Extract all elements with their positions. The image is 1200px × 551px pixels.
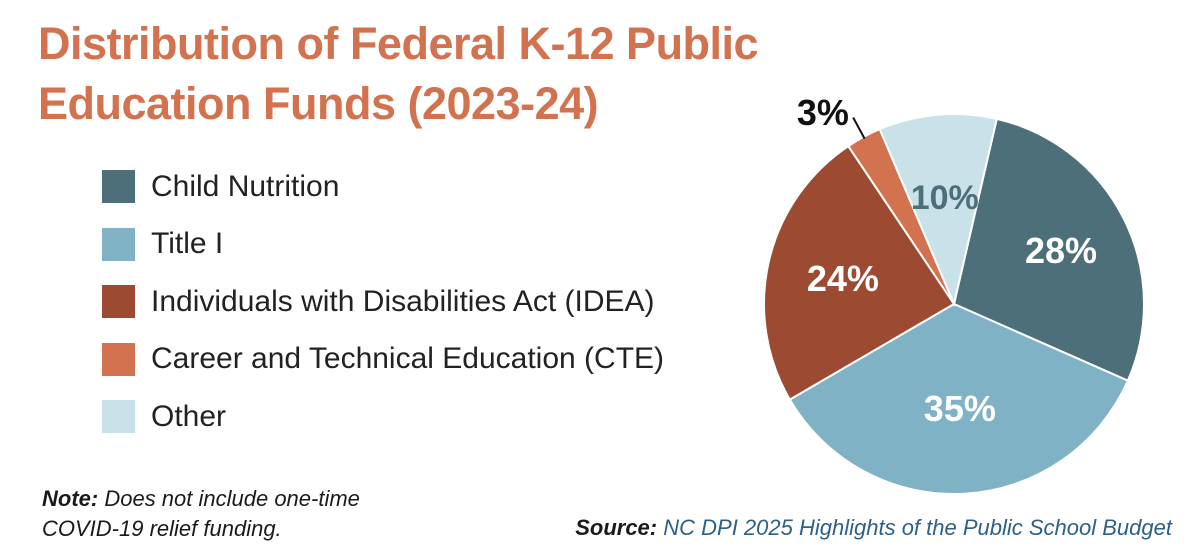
note-text: Does not include one-time COVID-19 relie… — [42, 486, 360, 541]
slice-label-idea: 24% — [807, 258, 879, 299]
note-label: Note: — [42, 486, 99, 511]
pie-chart: 28% 35% 24% 3% 10% — [763, 92, 1145, 495]
slice-label-title-i: 35% — [924, 388, 996, 429]
slice-label-cte: 3% — [797, 92, 849, 133]
legend-swatch-child-nutrition — [102, 170, 135, 204]
legend-label-cte: Career and Technical Education (CTE) — [151, 342, 665, 376]
slice-label-child-nutrition: 28% — [1025, 230, 1097, 271]
source-text: NC DPI 2025 Highlights of the Public Sch… — [663, 515, 1172, 540]
leader-line-cte — [852, 117, 866, 140]
pie-slice-other — [878, 113, 998, 308]
note: Note: Does not include one-time COVID-19… — [42, 484, 382, 544]
legend-swatch-title-i — [102, 227, 135, 261]
legend-label-other: Other — [151, 399, 227, 433]
legend-item-cte: Career and Technical Education (CTE) — [102, 331, 664, 389]
legend-swatch-cte — [102, 342, 135, 376]
legend-swatch-other — [102, 400, 135, 434]
chart-title: Distribution of Federal K-12 Public Educ… — [38, 18, 759, 129]
legend-item-child-nutrition: Child Nutrition — [102, 158, 664, 216]
legend-label-title-i: Title I — [151, 227, 224, 261]
legend-swatch-idea — [102, 285, 135, 319]
legend-label-idea: Individuals with Disabilities Act (IDEA) — [151, 284, 655, 318]
slice-label-other: 10% — [911, 179, 979, 217]
pie-slice-child-nutrition — [952, 117, 1145, 382]
legend: Child Nutrition Title I Individuals with… — [102, 158, 664, 446]
pie-slice-idea — [763, 144, 956, 401]
source: Source: NC DPI 2025 Highlights of the Pu… — [575, 513, 1172, 543]
legend-item-idea: Individuals with Disabilities Act (IDEA) — [102, 273, 664, 331]
legend-label-child-nutrition: Child Nutrition — [151, 169, 340, 203]
legend-item-title-i: Title I — [102, 216, 664, 274]
legend-item-other: Other — [102, 388, 664, 446]
source-label: Source: — [575, 515, 658, 540]
